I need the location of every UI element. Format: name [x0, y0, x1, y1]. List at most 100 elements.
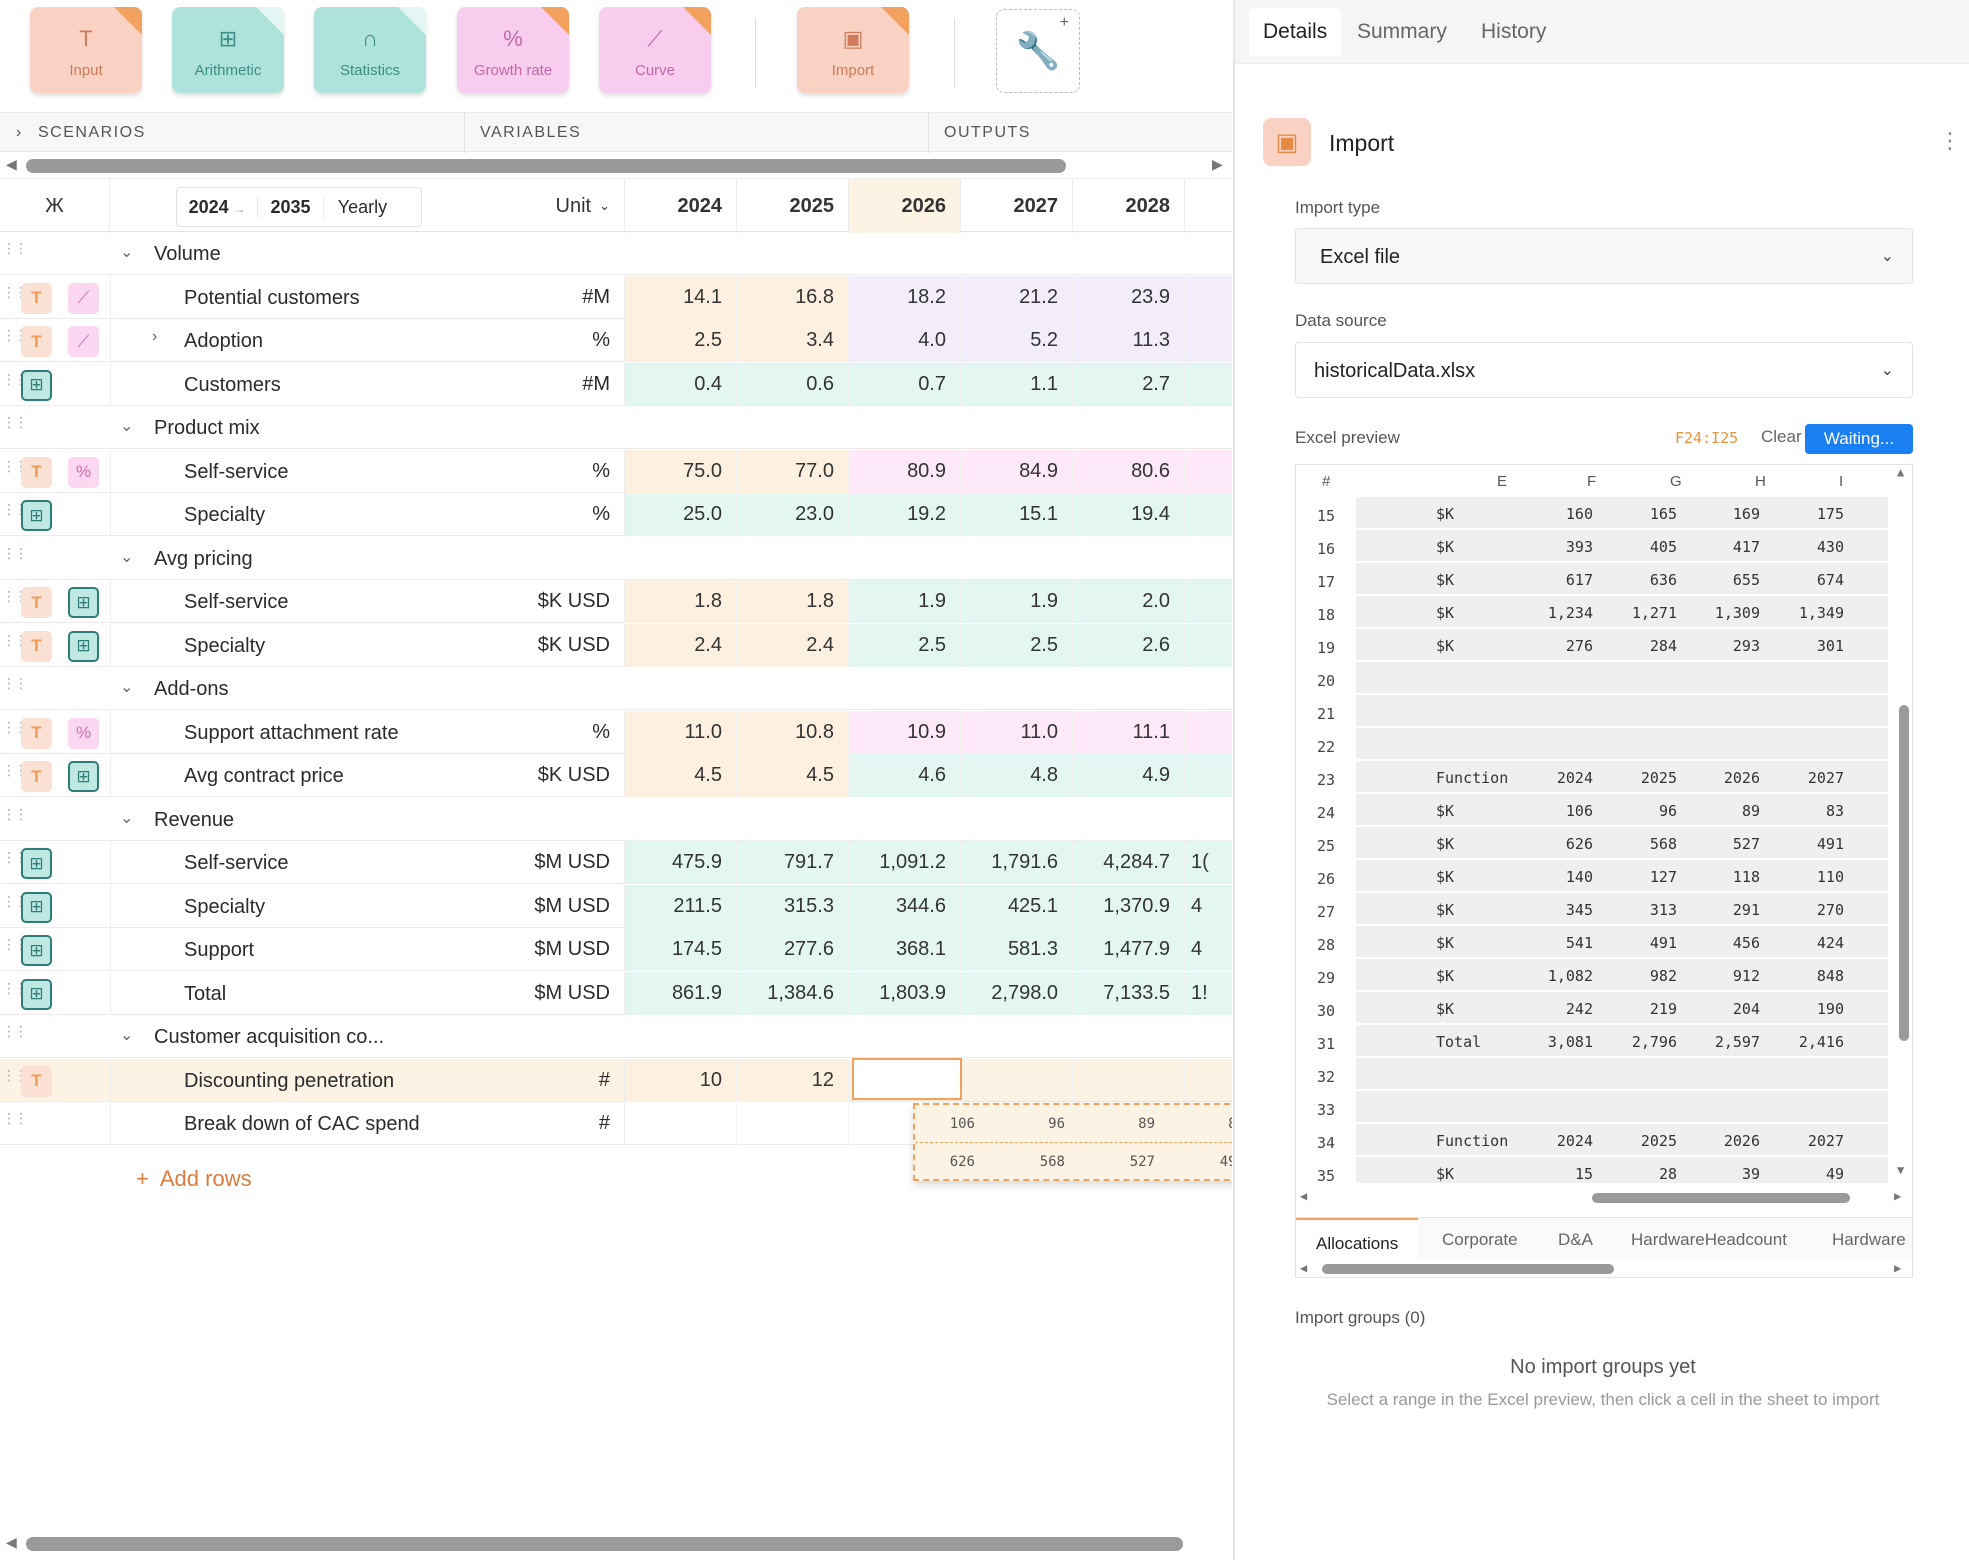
group-row[interactable]: ⋮⋮ ⌄ Customer acquisition co... [0, 1015, 1232, 1058]
arithmetic-block-button[interactable]: ⊞ Arithmetic [172, 7, 284, 93]
excel-row[interactable]: 17 $K 617 636 655 674 [1296, 563, 1890, 596]
value-cell[interactable]: 3.4 [737, 319, 849, 362]
growth-rate-block-button[interactable]: % Growth rate [457, 7, 569, 93]
tab-summary[interactable]: Summary [1357, 20, 1447, 43]
unit-cell[interactable]: $M USD [490, 928, 625, 971]
value-cell[interactable] [1185, 275, 1232, 319]
value-cell[interactable] [1185, 362, 1232, 406]
variable-row[interactable]: ⋮⋮ ⊞ Support $M USD 174.5 277.6 368.1 581.3 1,47… [0, 928, 1232, 971]
calculator-icon[interactable]: ⊞ [68, 630, 99, 662]
value-cell[interactable]: 1,477.9 [1073, 928, 1185, 971]
variable-row[interactable]: ⋮⋮ ⊞ Total $M USD 861.9 1,384.6 1,803.9 2,798.0… [0, 971, 1232, 1015]
clear-button[interactable]: Clear [1761, 427, 1802, 446]
variable-row[interactable]: ⋮⋮ T ⊞ Specialty $K USD 2.4 2.4 2.5 2.5 2.6 [0, 623, 1232, 667]
variable-row[interactable]: ⋮⋮ T% Self-service% 75.0 77.0 80.9 84.9 80.6 [0, 449, 1232, 493]
value-cell[interactable]: 12 [737, 1058, 849, 1102]
add-rows-button[interactable]: + Add rows [136, 1166, 252, 1191]
group-row[interactable]: ⋮⋮ ⌄ Volume [0, 232, 1232, 275]
value-cell[interactable]: 11.1 [1073, 710, 1185, 754]
value-cell[interactable]: 861.9 [625, 971, 737, 1015]
input-icon[interactable]: T [21, 282, 52, 314]
excel-row[interactable]: 28 $K 541 491 456 424 [1296, 926, 1890, 959]
excel-row[interactable]: 27 $K 345 313 291 270 [1296, 893, 1890, 926]
value-cell[interactable] [1185, 319, 1232, 362]
unit-cell[interactable]: % [490, 449, 625, 493]
value-cell[interactable] [737, 1102, 849, 1145]
drag-handle-icon[interactable]: ⋮⋮ [2, 1023, 28, 1039]
percent-icon[interactable]: % [68, 456, 99, 488]
input-icon[interactable]: T [21, 630, 52, 662]
value-cell[interactable]: 10 [625, 1058, 737, 1102]
chevron-down-icon[interactable]: ⌄ [120, 809, 134, 827]
value-cell[interactable]: 16.8 [737, 275, 849, 319]
drag-handle-icon[interactable]: ⋮⋮ [2, 240, 28, 256]
scrollbar-thumb[interactable] [26, 1537, 1183, 1551]
excel-row[interactable]: 29 $K 1,082 982 912 848 [1296, 959, 1890, 992]
variable-name[interactable]: Support [184, 939, 255, 961]
value-cell[interactable]: 10.9 [849, 710, 961, 754]
unit-cell[interactable]: $M USD [490, 841, 625, 884]
variable-row[interactable]: ⋮⋮ ⊞ Specialty% 25.0 23.0 19.2 15.1 19.4 [0, 493, 1232, 536]
drag-handle-icon[interactable]: ⋮⋮ [2, 1110, 28, 1126]
unit-cell[interactable]: $K USD [490, 754, 625, 797]
drag-handle-icon[interactable]: ⋮⋮ [2, 675, 28, 691]
line-chart-icon[interactable]: ⟋ [68, 326, 99, 357]
value-cell[interactable]: 1,384.6 [737, 971, 849, 1015]
value-cell[interactable]: 2.6 [1073, 623, 1185, 667]
unit-cell[interactable]: # [490, 1102, 625, 1145]
variable-name[interactable]: Specialty [184, 504, 266, 526]
value-cell[interactable]: 1( [1185, 841, 1232, 884]
value-cell[interactable]: 19.4 [1073, 493, 1185, 536]
value-cell[interactable]: 11.0 [625, 710, 737, 754]
calculator-icon[interactable]: ⊞ [21, 369, 52, 401]
value-cell[interactable]: 21.2 [961, 275, 1073, 319]
group-row[interactable]: ⋮⋮ ⌄ Add-ons [0, 667, 1232, 710]
group-row[interactable]: ⋮⋮ ⌄ Revenue [0, 798, 1232, 841]
value-cell[interactable]: 1,791.6 [961, 841, 1073, 884]
value-cell[interactable]: 4.5 [625, 754, 737, 797]
sheet-tab[interactable]: HardwareHeadcount [1631, 1230, 1787, 1249]
excel-row[interactable]: 16 $K 393 405 417 430 [1296, 530, 1890, 563]
value-cell[interactable]: 7,133.5 [1073, 971, 1185, 1015]
value-cell[interactable]: 11.3 [1073, 319, 1185, 362]
value-cell[interactable]: 77.0 [737, 449, 849, 493]
excel-row[interactable]: 15 $K 160 165 169 175 [1296, 497, 1890, 530]
chevron-down-icon[interactable]: ⌄ [120, 679, 134, 696]
input-block-button[interactable]: T Input [30, 7, 142, 93]
drag-handle-icon[interactable]: ⋮⋮ [2, 544, 28, 561]
tab-details[interactable]: Details [1249, 8, 1342, 56]
value-cell[interactable]: 425.1 [961, 884, 1073, 928]
unit-cell[interactable]: #M [490, 275, 625, 319]
unit-cell[interactable]: % [490, 493, 625, 536]
excel-vertical-scrollbar[interactable]: ▲ ▼ [1896, 465, 1912, 1183]
unit-cell[interactable]: #M [490, 362, 625, 406]
variable-row[interactable]: ⋮⋮ T ⊞ Avg contract price $K USD 4.5 4.5 4.6 4.8… [0, 754, 1232, 797]
excel-horizontal-scrollbar[interactable]: ◀ ▶ [1296, 1189, 1912, 1209]
excel-row[interactable]: 21 [1296, 695, 1890, 728]
chevron-down-icon[interactable]: ⌄ [120, 418, 134, 435]
excel-row[interactable]: 20 [1296, 662, 1890, 695]
value-cell[interactable]: 10.8 [737, 710, 849, 754]
group-name[interactable]: Customer acquisition co... [154, 1026, 385, 1048]
drag-handle-icon[interactable]: ⋮⋮ [2, 805, 28, 822]
value-cell[interactable]: 1,803.9 [849, 971, 961, 1015]
value-cell[interactable]: 5.2 [961, 319, 1073, 362]
scenarios-section-toggle[interactable]: SCENARIOS [38, 124, 146, 141]
value-cell[interactable]: 2.5 [849, 623, 961, 667]
value-cell[interactable]: 2.5 [625, 319, 737, 362]
unit-column-header[interactable]: Unit ⌄ [490, 179, 625, 233]
chevron-down-icon[interactable]: ⌄ [120, 548, 134, 566]
scroll-right-icon[interactable]: ▶ [1212, 156, 1223, 172]
range-end[interactable]: 2035 [258, 196, 324, 218]
excel-row[interactable]: 25 $K 626 568 527 491 [1296, 827, 1890, 860]
value-cell[interactable]: 14.1 [625, 275, 737, 319]
unit-cell[interactable]: % [490, 319, 625, 362]
value-cell[interactable] [1073, 1058, 1185, 1102]
excel-row[interactable]: 32 [1296, 1058, 1890, 1091]
value-cell[interactable]: 4,284.7 [1073, 841, 1185, 884]
value-cell[interactable] [625, 1102, 737, 1145]
chevron-right-icon[interactable]: › [152, 328, 158, 345]
value-cell[interactable]: 19.2 [849, 493, 961, 536]
value-cell[interactable]: 0.7 [849, 362, 961, 406]
variable-row[interactable]: ⋮⋮ T ⊞ Self-service $K USD 1.8 1.8 1.9 1.9 2.0 [0, 580, 1232, 623]
